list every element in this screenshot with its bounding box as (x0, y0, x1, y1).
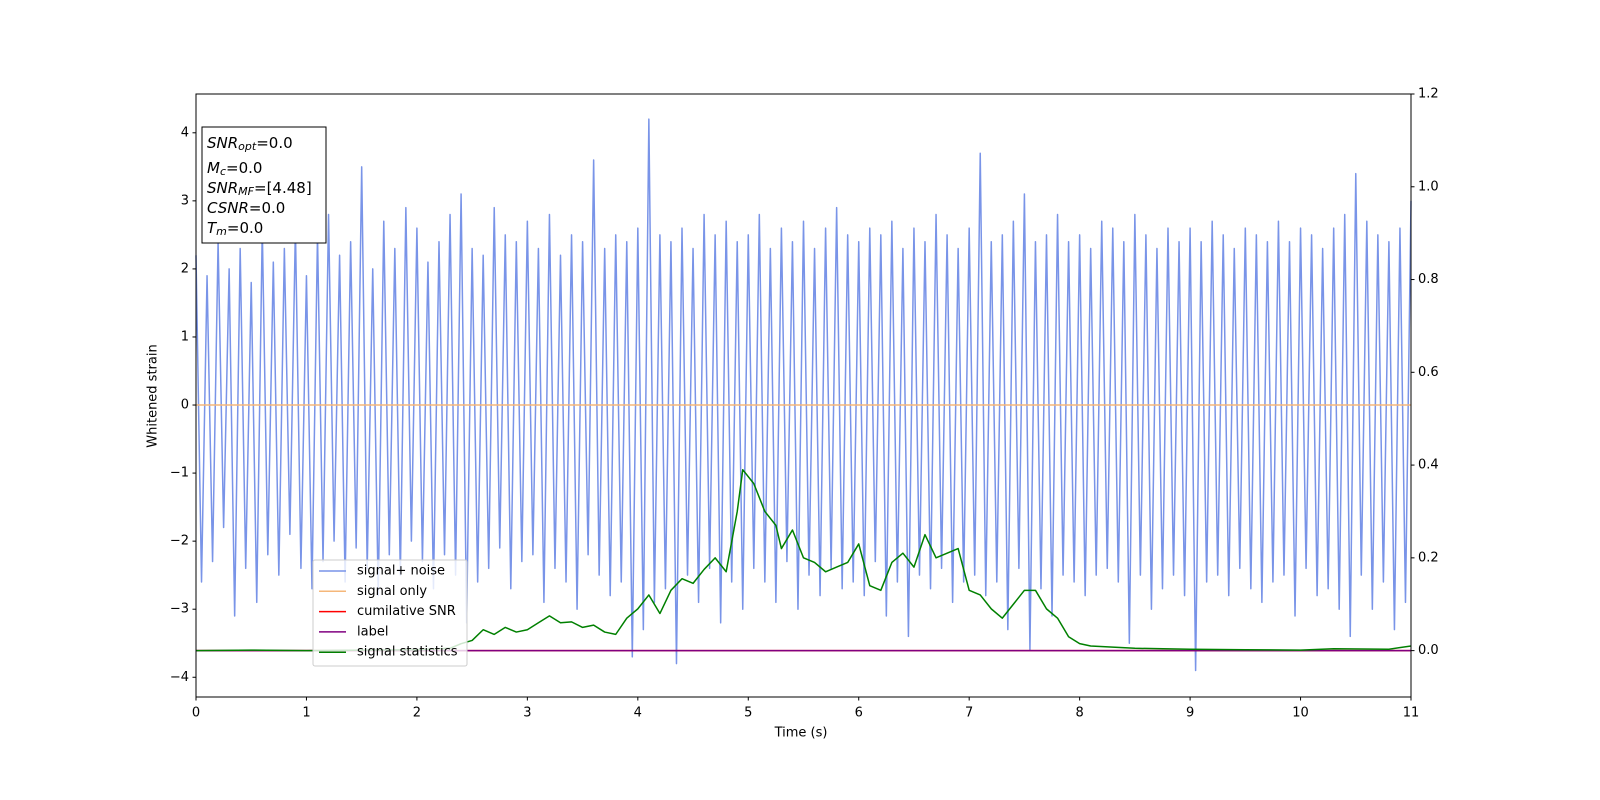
annotation-value: =[4.48] (254, 179, 312, 197)
x-tick-label: 7 (965, 706, 973, 721)
y-tick-label: −3 (170, 602, 189, 617)
legend-label: signal statistics (357, 645, 458, 660)
annotation-symbol: CSNR (207, 199, 249, 217)
y-tick-label: 1 (181, 329, 189, 344)
line-series (195, 118, 1412, 672)
y-tick-label: 0 (181, 398, 189, 413)
x-tick-label: 11 (1403, 706, 1420, 721)
legend-label: signal+ noise (357, 564, 445, 579)
y-tick-label: 3 (181, 193, 189, 208)
annotation-subscript: opt (238, 140, 257, 153)
x-axis-label: Time (s) (774, 726, 828, 741)
y-tick-label: −1 (170, 466, 189, 481)
y2-tick-label: 1.2 (1418, 87, 1439, 102)
legend-label: cumilative SNR (357, 604, 456, 619)
annotation-line: SNRMF=[4.48] (207, 179, 312, 199)
line-series (195, 468, 1412, 652)
x-tick-label: 3 (523, 706, 531, 721)
annotation-symbol: SNR (207, 134, 238, 152)
annotation-line: Mc=0.0 (207, 159, 262, 179)
x-tick-label: 6 (855, 706, 863, 721)
x-tick-label: 2 (413, 706, 421, 721)
y2-tick-label: 0.0 (1418, 643, 1439, 658)
annotation: SNRopt=0.0Mc=0.0SNRMF=[4.48]CSNR=0.0Tm=0… (201, 126, 327, 244)
annotation-subscript: MF (238, 185, 254, 198)
y-axis-label: Whitened strain (146, 344, 161, 447)
legend-label: signal only (357, 584, 427, 599)
x-tick-label: 4 (634, 706, 642, 721)
annotation-symbol: SNR (207, 179, 238, 197)
annotation-symbol: M (207, 159, 220, 177)
annotation-box (201, 126, 327, 244)
annotation-line: Tm=0.0 (207, 219, 263, 239)
annotation-value: =0.0 (249, 199, 285, 217)
annotation-value: =0.0 (256, 134, 292, 152)
annotation-subscript: m (216, 225, 227, 238)
y2-tick-label: 0.8 (1418, 272, 1439, 287)
axes-frame (195, 93, 1412, 698)
annotation-line: SNRopt=0.0 (207, 134, 293, 154)
legend: signal+ noise signal only cumilative SNR la… (312, 559, 468, 667)
y2-tick-label: 0.4 (1418, 458, 1439, 473)
annotation-value: =0.0 (226, 159, 262, 177)
y-tick-label: −4 (170, 670, 189, 685)
y2-tick-label: 0.2 (1418, 550, 1439, 565)
annotation-line: CSNR=0.0 (207, 199, 285, 217)
legend-box (312, 559, 468, 667)
annotation-subscript: c (220, 165, 226, 178)
legend-label: label (357, 624, 388, 639)
y-tick-label: 2 (181, 261, 189, 276)
x-tick-label: 8 (1075, 706, 1083, 721)
y-tick-label: 4 (181, 125, 189, 140)
y2-tick-label: 1.0 (1418, 179, 1439, 194)
y-tick-label: −2 (170, 534, 189, 549)
x-tick-label: 0 (192, 706, 200, 721)
annotation-symbol: T (207, 219, 218, 237)
x-tick-label: 1 (302, 706, 310, 721)
y2-tick-label: 0.6 (1418, 365, 1439, 380)
annotation-value: =0.0 (227, 219, 263, 237)
x-tick-label: 5 (744, 706, 752, 721)
x-tick-label: 10 (1292, 706, 1309, 721)
x-tick-label: 9 (1186, 706, 1194, 721)
